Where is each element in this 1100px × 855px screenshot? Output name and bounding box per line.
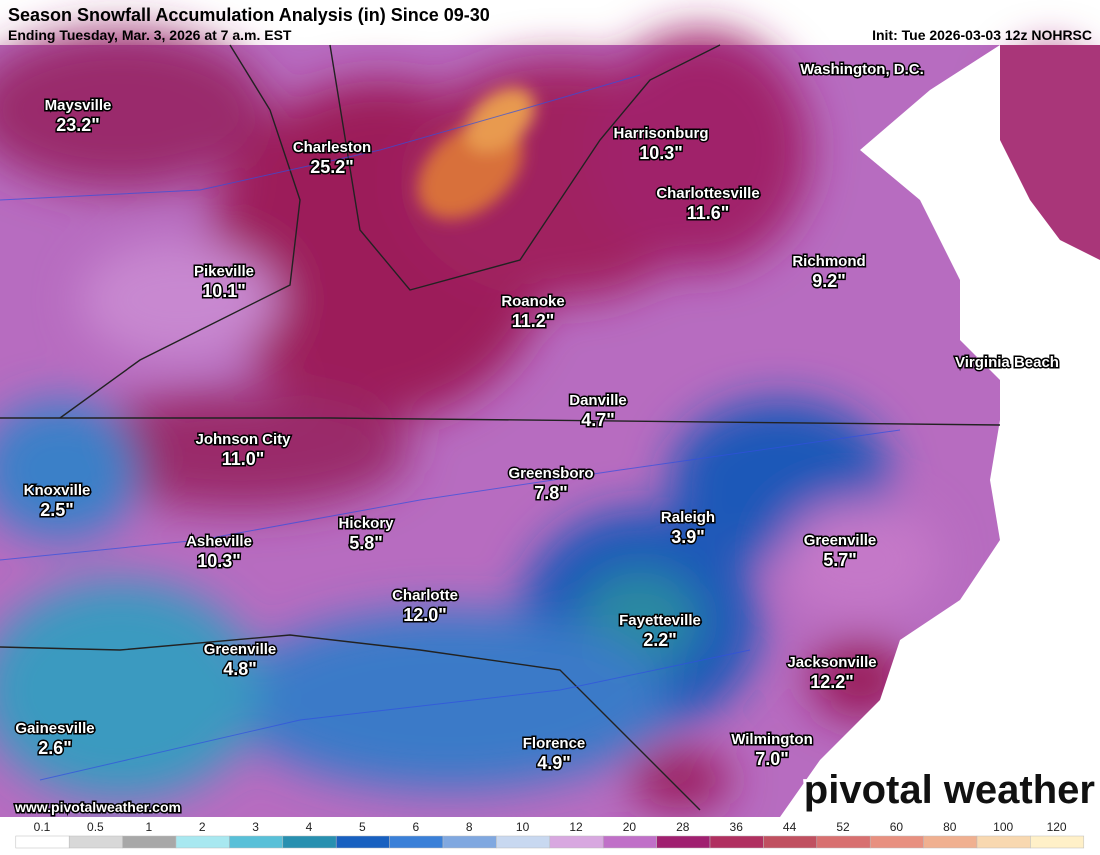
legend: 0.1 0.5 1 2 3 4 5 6 8 10 12 20 28 36 44 52 60 80 100 120 — [15, 820, 1085, 849]
map-title: Season Snowfall Accumulation Analysis (i… — [8, 5, 490, 25]
city-name: Roanoke — [501, 293, 564, 310]
city-name: Knoxville — [24, 482, 91, 499]
city-name: Greensboro — [508, 465, 593, 482]
init-time: Init: Tue 2026-03-03 12z NOHRSC — [872, 27, 1092, 43]
city-name: Danville — [569, 392, 627, 409]
legend-label: 44 — [783, 820, 797, 834]
legend-label: 120 — [1047, 820, 1067, 834]
city-snowfall: 2.2" — [643, 630, 677, 650]
legend-label: 36 — [730, 820, 744, 834]
city-snowfall: 2.6" — [38, 738, 72, 758]
legend-swatch — [923, 835, 978, 849]
legend-swatch — [602, 835, 657, 849]
legend-swatch — [122, 835, 177, 849]
city-name: Gainesville — [15, 720, 94, 737]
city-name: Hickory — [338, 515, 394, 532]
city-snowfall: 4.8" — [223, 659, 257, 679]
legend-label: 0.1 — [34, 820, 51, 834]
city-snowfall: 23.2" — [56, 115, 100, 135]
legend-label: 0.5 — [87, 820, 104, 834]
legend-label: 4 — [306, 820, 313, 834]
legend-swatch — [335, 835, 390, 849]
city-name: Virginia Beach — [955, 354, 1059, 371]
legend-label: 8 — [466, 820, 473, 834]
legend-label: 3 — [252, 820, 259, 834]
legend-swatch — [175, 835, 230, 849]
city-snowfall: 25.2" — [310, 157, 354, 177]
legend-label: 20 — [623, 820, 637, 834]
city-snowfall: 11.0" — [222, 449, 265, 469]
legend-swatch — [1030, 835, 1085, 849]
city-name: Pikeville — [194, 263, 254, 280]
legend-label: 52 — [836, 820, 850, 834]
legend-swatch — [68, 835, 123, 849]
city-snowfall: 12.0" — [403, 605, 447, 625]
city-name: Charlotte — [392, 587, 458, 604]
legend-swatch — [15, 835, 70, 849]
legend-swatch — [496, 835, 551, 849]
city-snowfall: 11.2" — [512, 311, 555, 331]
legend-label: 2 — [199, 820, 206, 834]
city-snowfall: 10.3" — [197, 551, 241, 571]
city-snowfall: 10.3" — [639, 143, 683, 163]
legend-label: 10 — [516, 820, 530, 834]
city-name: Raleigh — [661, 509, 715, 526]
legend-swatch — [763, 835, 818, 849]
legend-swatch — [442, 835, 497, 849]
legend-swatch — [389, 835, 444, 849]
brand-logo: pivotal weather — [804, 768, 1095, 812]
city-name: Fayetteville — [619, 612, 701, 629]
legend-swatch — [549, 835, 604, 849]
legend-label: 12 — [569, 820, 583, 834]
legend-swatch — [229, 835, 284, 849]
city-snowfall: 5.8" — [349, 533, 383, 553]
city-name: Greenville — [204, 641, 277, 658]
legend-swatch — [282, 835, 337, 849]
city-name: Washington, D.C. — [800, 61, 924, 78]
city-snowfall: 3.9" — [671, 527, 705, 547]
legend-swatch — [709, 835, 764, 849]
legend-swatch — [816, 835, 871, 849]
legend-label: 80 — [943, 820, 957, 834]
city-name: Harrisonburg — [613, 125, 708, 142]
legend-label: 60 — [890, 820, 904, 834]
city-snowfall: 9.2" — [812, 271, 846, 291]
site-url: www.pivotalweather.com — [14, 799, 181, 815]
legend-swatch — [869, 835, 924, 849]
legend-label: 100 — [993, 820, 1013, 834]
legend-label: 6 — [412, 820, 419, 834]
city-snowfall: 7.8" — [534, 483, 568, 503]
legend-swatch — [656, 835, 711, 849]
city-name: Johnson City — [195, 431, 291, 448]
city-name: Richmond — [792, 253, 865, 270]
city-snowfall: 2.5" — [40, 500, 74, 520]
city-snowfall: 4.9" — [537, 753, 571, 773]
map-subtitle: Ending Tuesday, Mar. 3, 2026 at 7 a.m. E… — [8, 27, 292, 43]
city-name: Charleston — [293, 139, 371, 156]
legend-label: 5 — [359, 820, 366, 834]
city-snowfall: 10.1" — [202, 281, 246, 301]
city-snowfall: 4.7" — [581, 410, 615, 430]
city-snowfall: 12.2" — [810, 672, 854, 692]
city-name: Maysville — [45, 97, 112, 114]
legend-swatch — [976, 835, 1031, 849]
city-name: Jacksonville — [787, 654, 876, 671]
city-snowfall: 11.6" — [687, 203, 730, 223]
legend-label: 1 — [145, 820, 152, 834]
city-snowfall: 5.7" — [823, 550, 857, 570]
map — [0, 30, 1100, 817]
city-name: Florence — [523, 735, 586, 752]
city-name: Wilmington — [731, 731, 813, 748]
city-name: Charlottesville — [656, 185, 759, 202]
legend-label: 28 — [676, 820, 690, 834]
city-name: Greenville — [804, 532, 877, 549]
city-snowfall: 7.0" — [755, 749, 789, 769]
city-name: Asheville — [186, 533, 252, 550]
